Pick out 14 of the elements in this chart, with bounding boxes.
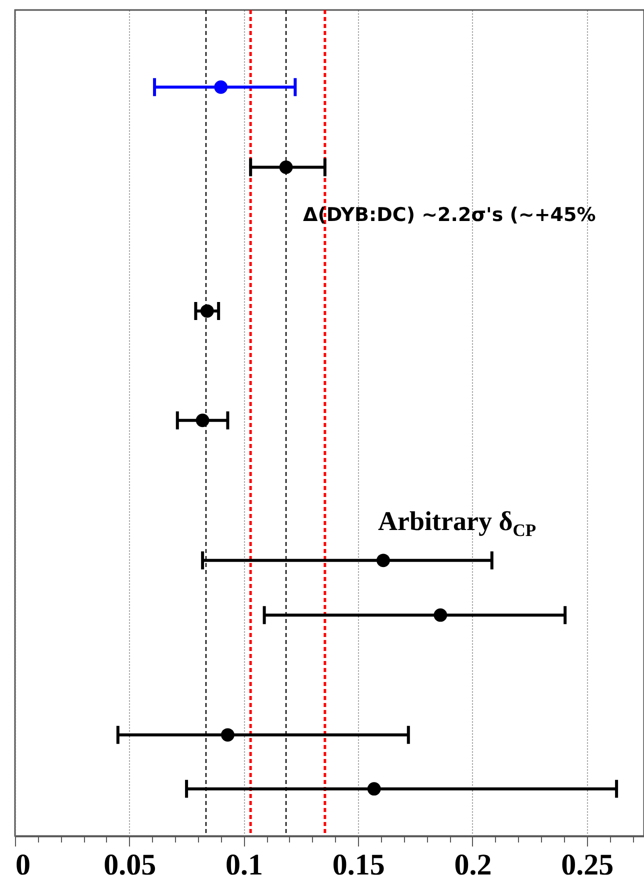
x-tick-label: 0.1: [225, 848, 263, 876]
annotation: Δ(DYB:DC) ~2.2σ's (~+45%: [303, 204, 596, 226]
point: [376, 554, 390, 568]
x-tick-label: 0: [16, 848, 30, 876]
point: [221, 728, 234, 742]
x-tick-label: 0.25: [561, 848, 614, 876]
point: [434, 608, 448, 622]
point: [196, 414, 210, 428]
x-tick-label: 0.15: [332, 848, 385, 876]
point: [214, 80, 228, 94]
point: [279, 160, 293, 174]
x-tick-label: 0.05: [104, 848, 156, 876]
x-tick-label: 0.2: [454, 848, 492, 876]
point: [367, 782, 381, 796]
